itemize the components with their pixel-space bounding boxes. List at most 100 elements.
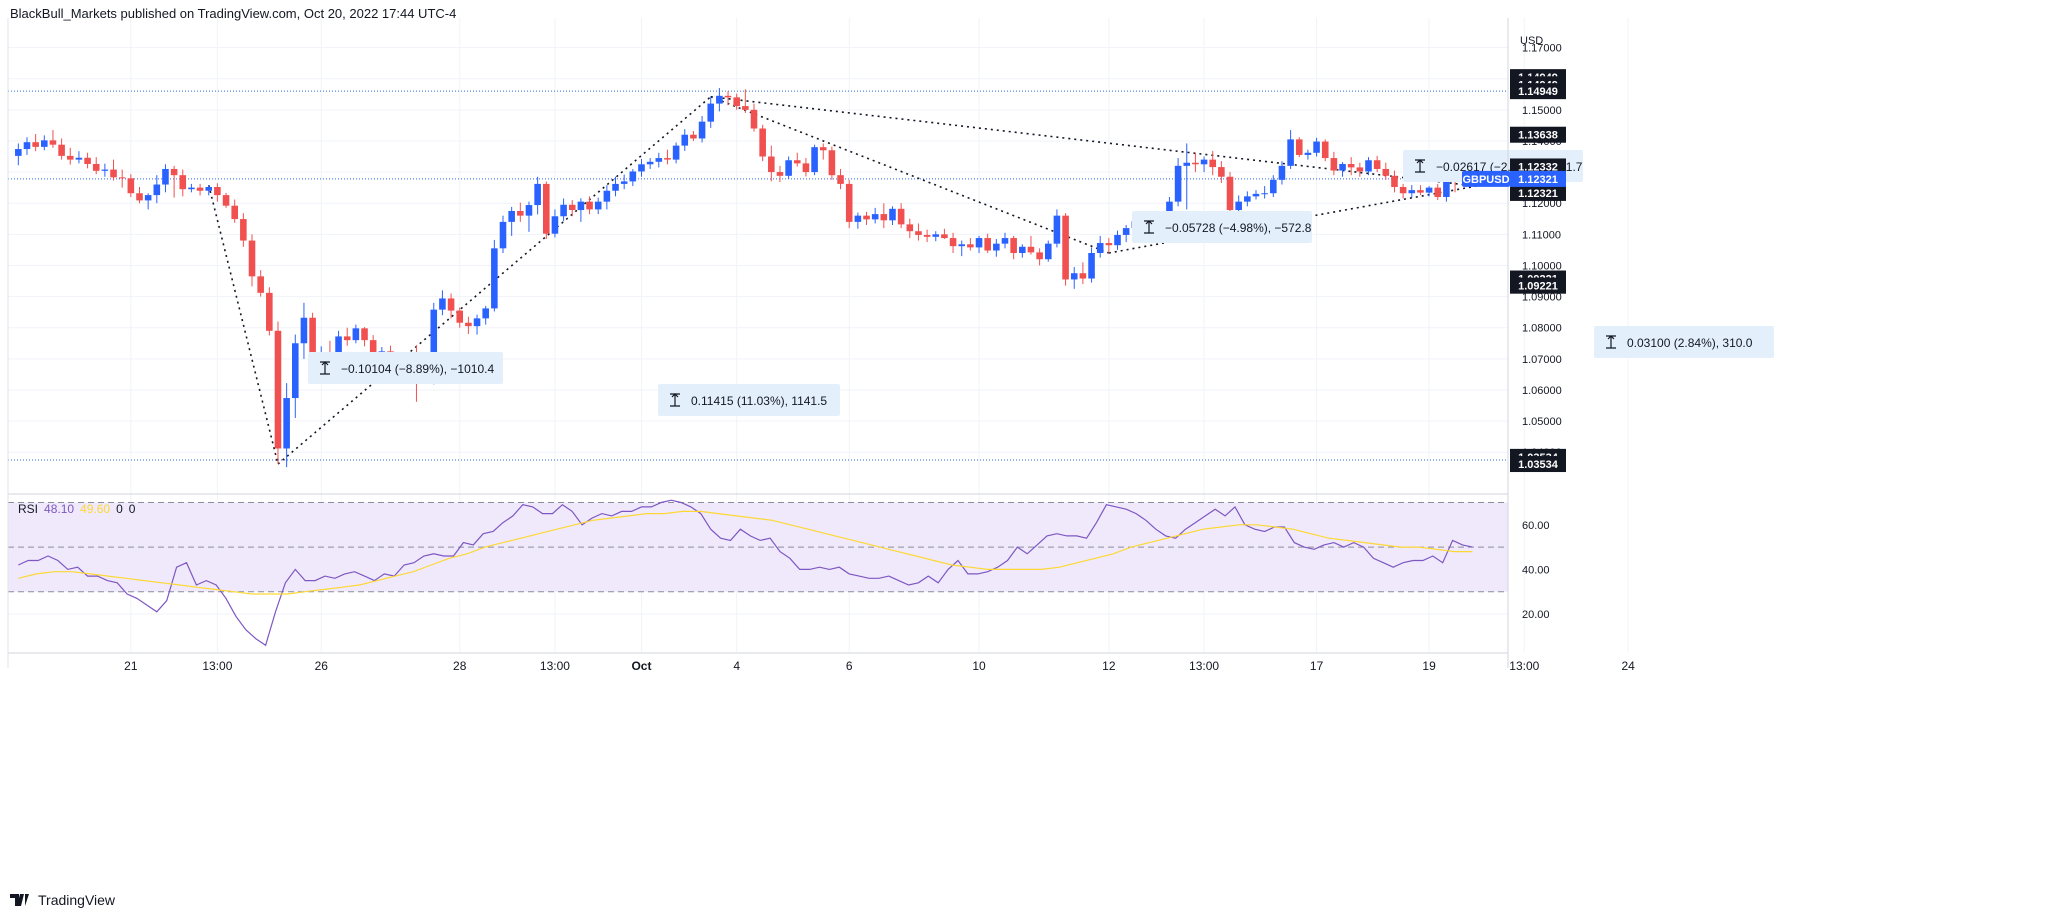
- candle-body: [854, 215, 862, 222]
- candle-body: [698, 121, 706, 139]
- range-measure-icon: [1144, 220, 1154, 234]
- candle-body: [1105, 243, 1113, 246]
- candle-body: [1027, 246, 1035, 253]
- candle-body: [681, 134, 689, 146]
- measure-text: 0.11415 (11.03%), 1141.5: [691, 394, 827, 408]
- candle-body: [162, 168, 169, 185]
- measure-annotations: −0.10104 (−8.89%), −1010.4 0.11415 (11.03…: [308, 150, 1774, 416]
- measure-box: [658, 384, 840, 416]
- price-tick-label: 1.17000: [1522, 43, 1562, 55]
- footer-brand: TradingView: [38, 892, 116, 908]
- candle-body: [266, 292, 273, 331]
- time-tick-label: 13:00: [1189, 659, 1219, 673]
- candle-body: [439, 298, 446, 310]
- measure-box: [308, 352, 503, 384]
- candle-body: [845, 183, 853, 222]
- rsi-tick-label: 40.00: [1522, 564, 1550, 576]
- candle-body: [283, 398, 290, 449]
- candle-body: [1079, 273, 1087, 279]
- candle-body: [906, 224, 914, 232]
- candle-body: [1287, 139, 1294, 166]
- range-measure-icon: [320, 361, 330, 375]
- candle-body: [23, 142, 31, 150]
- rsi-legend-value: 48.10: [44, 502, 74, 516]
- candle-body: [188, 187, 195, 190]
- candle-body: [1070, 273, 1078, 280]
- candle-body: [811, 147, 818, 173]
- candle-body: [568, 204, 576, 211]
- range-measure-icon: [1606, 335, 1616, 349]
- candle-body: [915, 231, 922, 235]
- pattern-trendlines: [207, 95, 1477, 465]
- candle-body: [32, 142, 39, 147]
- candle-body: [664, 158, 671, 160]
- candle-body: [629, 171, 637, 182]
- time-tick-label: 19: [1422, 659, 1436, 673]
- range-measure-icon: [670, 393, 680, 407]
- candle-body: [58, 144, 65, 156]
- candle-body: [776, 172, 784, 176]
- candle-body: [196, 187, 204, 191]
- candle-body: [967, 244, 974, 248]
- candle-body: [837, 175, 844, 184]
- candle-body: [248, 240, 256, 277]
- time-tick-label: 17: [1310, 659, 1324, 673]
- symbol-tag-text: GBPUSD: [1462, 174, 1509, 186]
- candle-body: [1226, 176, 1234, 211]
- time-tick-label: 13:00: [1509, 659, 1539, 673]
- price-label-box: [1510, 83, 1566, 100]
- candle-body: [499, 221, 507, 249]
- time-tick-label: 4: [733, 659, 740, 673]
- candle-body: [958, 244, 966, 247]
- candle-body: [1278, 165, 1286, 180]
- candle-body: [1044, 243, 1052, 260]
- current-price-box: [1510, 170, 1566, 187]
- symbol-tag-box: [1462, 170, 1510, 187]
- time-tick-label: 13:00: [540, 659, 570, 673]
- price-labels: 1.149491.149491.149491.136381.123321.123…: [1462, 69, 1566, 473]
- candle-body: [1122, 228, 1130, 235]
- time-tick-label: 26: [315, 659, 329, 673]
- price-label-box: [1510, 277, 1566, 294]
- price-tick-label: 1.15000: [1522, 105, 1562, 117]
- candle-body: [793, 160, 801, 164]
- candle-body: [1252, 193, 1260, 197]
- candle-body: [473, 318, 481, 327]
- candle-body: [274, 330, 282, 449]
- price-tick-label: 1.10000: [1522, 260, 1562, 272]
- candle-body: [1200, 159, 1208, 165]
- candle-body: [15, 149, 22, 156]
- candle-body: [880, 214, 888, 221]
- candle-body: [1192, 162, 1199, 165]
- candle-body: [1408, 190, 1416, 194]
- time-tick-label: 6: [846, 659, 853, 673]
- candle-body: [41, 140, 48, 147]
- candle-body: [785, 160, 792, 176]
- candle-body: [1062, 215, 1069, 280]
- price-tick-label: 1.06000: [1522, 385, 1562, 397]
- time-tick-label: 28: [453, 659, 467, 673]
- measure-text: −0.10104 (−8.89%), −1010.4: [341, 362, 494, 376]
- time-tick-label: 12: [1102, 659, 1116, 673]
- measure-text: 0.03100 (2.84%), 310.0: [1627, 336, 1753, 350]
- candle-body: [309, 317, 316, 359]
- rsi-legend-ma-value: 49.60: [80, 502, 110, 516]
- candle-body: [551, 216, 559, 234]
- candle-body: [1417, 190, 1424, 193]
- candle-body: [75, 157, 83, 160]
- tradingview-footer[interactable]: TradingView: [10, 892, 115, 908]
- current-price-text: 1.12321: [1518, 174, 1558, 186]
- price-label-box: [1510, 184, 1566, 201]
- price-tick-label: 1.09000: [1522, 292, 1562, 304]
- candle-body: [127, 178, 135, 194]
- candle-body: [655, 158, 663, 162]
- candle-body: [759, 128, 766, 157]
- time-tick-label: 24: [1621, 659, 1635, 673]
- candle-body: [646, 161, 654, 165]
- candle-body: [1235, 201, 1242, 211]
- candle-body: [84, 157, 91, 164]
- candle-body: [110, 169, 117, 178]
- candle-body: [612, 183, 619, 191]
- candle-body: [430, 309, 438, 362]
